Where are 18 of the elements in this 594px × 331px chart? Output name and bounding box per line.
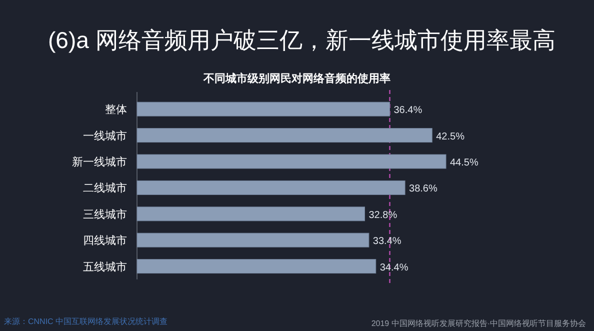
value-label: 33.4% [372,236,402,248]
category-label: 三线城市 [83,208,127,221]
subtitle: 不同城市级别网民对网络音频的使用率 [204,73,390,85]
category-label: 新一线城市 [72,156,127,168]
category-label: 二线城市 [83,182,127,195]
value-label: 42.5% [436,131,464,142]
value-label: 36.4% [394,105,422,116]
category-label: 整体 [105,104,127,116]
value-label: 38.6% [409,184,438,195]
category-label: 五线城市 [83,261,127,274]
value-label: 32.8% [368,210,398,221]
category-label: 一线城市 [83,130,127,142]
annotation: 2019 中国网络视听发展研究报告·中国网络视听节目服务协会 [371,319,586,328]
value-label: 44.5% [450,158,478,168]
value-label: 34.4% [380,262,408,274]
category-label: 四线城市 [83,235,127,248]
title: (6)a 网络音频用户破三亿，新一线城市使用率最高 [48,27,556,53]
annotation: 来源：CNNIC 中国互联网络发展状况统计调查 [4,317,168,326]
